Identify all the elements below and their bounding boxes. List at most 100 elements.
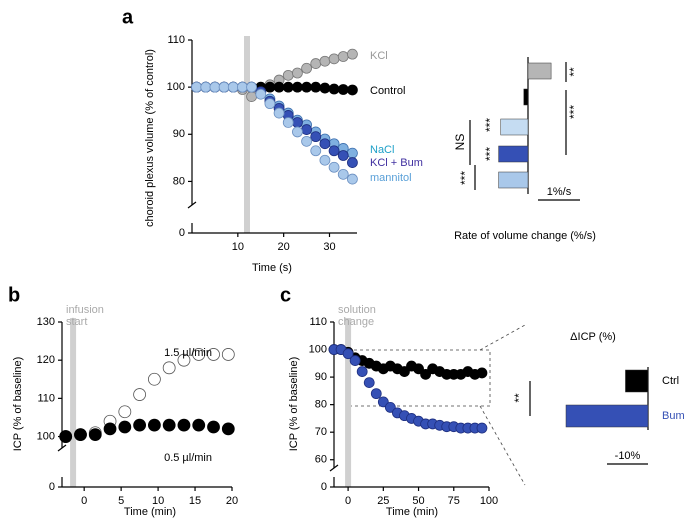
data-point xyxy=(310,81,322,93)
annotation: start xyxy=(66,316,87,328)
panel-label: b xyxy=(8,284,20,306)
data-point xyxy=(292,126,303,138)
data-point xyxy=(292,67,303,79)
annotation: change xyxy=(338,316,374,328)
y-axis-label: ICP (% of baseline) xyxy=(288,357,300,452)
marker-band xyxy=(70,318,77,487)
y-tick-label: 100 xyxy=(37,430,55,442)
data-point xyxy=(74,428,87,442)
data-point xyxy=(292,117,303,128)
y-tick-label: 110 xyxy=(309,316,327,328)
x-tick-label: 50 xyxy=(412,495,424,507)
legend-label: KCl xyxy=(370,50,388,62)
bar xyxy=(523,88,529,106)
x-tick-label: 25 xyxy=(377,495,389,507)
data-point xyxy=(342,348,354,360)
data-point xyxy=(310,131,322,143)
data-point xyxy=(328,145,340,157)
data-point xyxy=(264,98,276,110)
data-point xyxy=(301,135,312,147)
data-point xyxy=(264,81,276,93)
data-point xyxy=(328,53,340,65)
scale-bar-label: 1%/s xyxy=(547,186,572,198)
x-tick-label: 100 xyxy=(480,495,498,507)
bar xyxy=(498,145,529,163)
x-tick-label: 0 xyxy=(345,495,351,507)
category-label: Bum xyxy=(662,410,685,422)
x-tick-label: 5 xyxy=(118,495,124,507)
data-point xyxy=(200,81,212,93)
annotation: infusion xyxy=(66,304,104,316)
category-label: Ctrl xyxy=(662,375,679,387)
y-tick-label: 0 xyxy=(321,481,327,493)
x-axis-label: Time (min) xyxy=(124,506,176,518)
data-point xyxy=(301,124,312,135)
y-tick-label: 80 xyxy=(173,175,185,187)
annotation: solution xyxy=(338,304,376,316)
bar xyxy=(527,62,552,80)
y-tick-label: 120 xyxy=(37,354,55,366)
data-point xyxy=(292,81,303,93)
y-axis-label: ICP (% of baseline) xyxy=(12,357,24,452)
data-point xyxy=(59,430,73,443)
data-point xyxy=(476,422,488,434)
data-point xyxy=(319,138,331,150)
data-point xyxy=(319,154,331,166)
x-tick-label: 20 xyxy=(278,241,290,253)
axis-break xyxy=(329,464,339,472)
significance: ** xyxy=(567,67,581,77)
zoom-line xyxy=(479,405,526,486)
data-point xyxy=(282,69,294,81)
data-point xyxy=(347,48,358,60)
y-tick-label: 90 xyxy=(173,128,185,140)
data-point xyxy=(328,83,340,95)
data-point xyxy=(133,418,147,432)
data-point xyxy=(476,367,488,379)
data-point xyxy=(337,84,349,95)
data-point xyxy=(88,428,102,442)
y-tick-label: 60 xyxy=(315,454,327,466)
data-point xyxy=(221,348,235,361)
data-point xyxy=(177,353,191,367)
y-axis-label: choroid plexus volume (% of control) xyxy=(144,49,156,227)
data-point xyxy=(399,366,410,377)
data-point xyxy=(370,388,382,400)
bar xyxy=(565,404,649,428)
data-point xyxy=(347,157,358,168)
x-tick-label: 75 xyxy=(448,495,460,507)
data-point xyxy=(310,58,322,69)
legend-label: KCl + Bum xyxy=(370,157,423,169)
bar xyxy=(625,369,649,393)
data-point xyxy=(255,88,267,100)
x-axis-label: Rate of volume change (%/s) xyxy=(454,230,596,242)
data-point xyxy=(246,91,257,102)
data-point xyxy=(227,81,239,93)
data-point xyxy=(177,418,191,432)
data-point xyxy=(237,81,248,93)
data-point xyxy=(319,82,331,94)
data-point xyxy=(147,418,161,432)
data-point xyxy=(328,161,340,173)
panel-label: c xyxy=(280,284,291,306)
data-point xyxy=(273,107,285,119)
bar xyxy=(498,171,529,189)
legend-label: Control xyxy=(370,85,405,97)
data-point xyxy=(337,150,349,161)
y-tick-label: 90 xyxy=(315,371,327,383)
y-tick-label: 0 xyxy=(49,481,55,493)
data-point xyxy=(118,420,132,434)
data-point xyxy=(192,348,206,361)
legend-label: mannitol xyxy=(370,172,412,184)
data-point xyxy=(147,372,161,386)
y-tick-label: 0 xyxy=(179,227,185,239)
data-point xyxy=(337,51,349,62)
chart-title: ΔICP (%) xyxy=(570,331,616,343)
data-point xyxy=(310,145,322,157)
y-tick-label: 80 xyxy=(315,399,327,411)
y-tick-label: 110 xyxy=(167,34,185,46)
legend-label: NaCl xyxy=(370,144,394,156)
axis-break xyxy=(187,201,197,209)
y-tick-label: 100 xyxy=(309,343,327,355)
scale-bar-label: -10% xyxy=(615,450,641,462)
